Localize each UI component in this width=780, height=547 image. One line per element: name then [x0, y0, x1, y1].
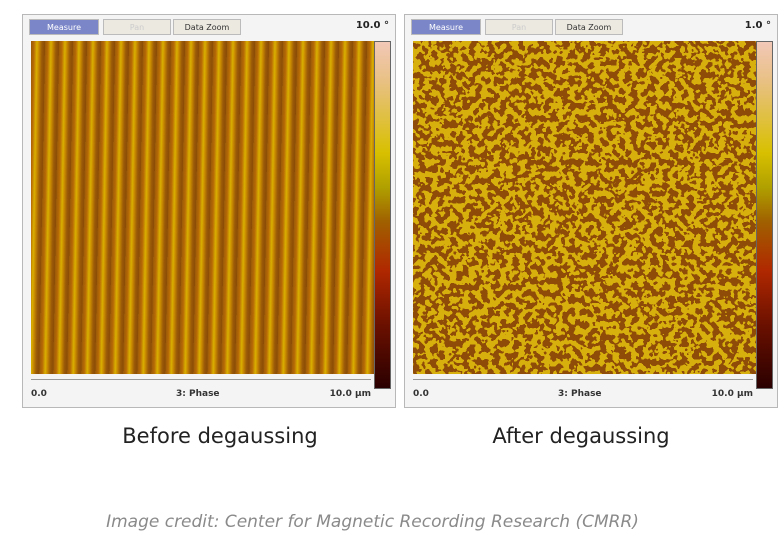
axis-start: 0.0	[31, 389, 47, 399]
panel: Measure Pan Data Zoom 10.0 ° 0.0 3: Phas…	[22, 14, 396, 408]
scale-max: 1.0 °	[744, 20, 771, 31]
toolbar-button[interactable]: Data Zoom	[555, 19, 623, 35]
caption: After degaussing	[492, 424, 670, 448]
toolbar-button[interactable]: Data Zoom	[173, 19, 241, 35]
toolbar-button[interactable]: Pan	[485, 19, 553, 35]
toolbar-button[interactable]: Measure	[29, 19, 99, 35]
color-bar	[756, 41, 773, 389]
caption: Before degaussing	[122, 424, 318, 448]
axis-bar: 0.0 3: Phase 10.0 µm	[31, 379, 371, 406]
scale-max: 10.0 °	[355, 20, 389, 31]
toolbar-button[interactable]: Measure	[411, 19, 481, 35]
axis-bar: 0.0 3: Phase 10.0 µm	[413, 379, 753, 406]
toolbar-button[interactable]: Pan	[103, 19, 171, 35]
image-grain	[413, 41, 756, 374]
axis-end: 10.0 µm	[711, 389, 753, 399]
axis-end: 10.0 µm	[329, 389, 371, 399]
axis-label: 3: Phase	[558, 389, 602, 399]
mfm-image	[31, 41, 374, 374]
panel: Measure Pan Data Zoom 1.0 ° 0.0 3: Phase…	[404, 14, 778, 408]
mfm-image	[413, 41, 756, 374]
axis-start: 0.0	[413, 389, 429, 399]
axis-label: 3: Phase	[176, 389, 220, 399]
credit: Image credit: Center for Magnetic Record…	[106, 512, 639, 532]
color-bar	[374, 41, 391, 389]
